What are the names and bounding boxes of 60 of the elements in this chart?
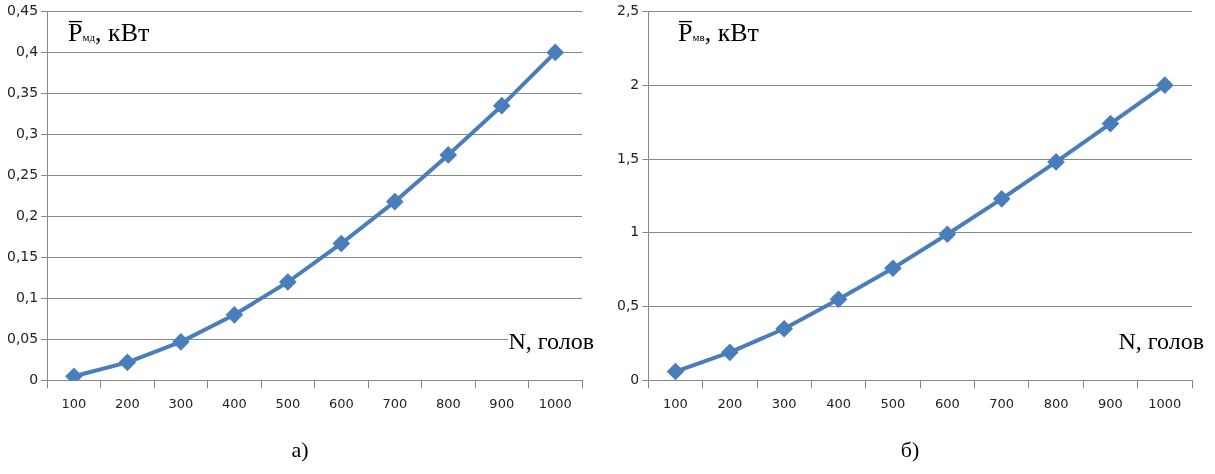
x-tick-label: 100 bbox=[61, 395, 87, 411]
text: б) bbox=[899, 437, 921, 463]
y-tick-label: 0,2 bbox=[15, 207, 39, 224]
y-tick-label: 0,15 bbox=[7, 248, 39, 265]
y-tick-label: 0,1 bbox=[15, 289, 39, 306]
x-tick-label: 200 bbox=[717, 395, 743, 411]
x-tick-label: 500 bbox=[880, 395, 906, 411]
x-tick-label: 800 bbox=[1043, 395, 1069, 411]
y-tick-label: 0,05 bbox=[7, 330, 39, 347]
x-tick-label: 700 bbox=[989, 395, 1015, 411]
point bbox=[1102, 115, 1119, 132]
point bbox=[65, 368, 82, 381]
point bbox=[493, 97, 510, 114]
y-tick-label: 0,4 bbox=[15, 43, 39, 60]
point bbox=[721, 344, 738, 361]
x-axis-title: N, голов bbox=[1118, 328, 1204, 355]
point bbox=[386, 193, 403, 210]
point bbox=[993, 190, 1010, 207]
y-tick-label: 0,35 bbox=[7, 84, 39, 101]
x-tick-label: 800 bbox=[435, 395, 461, 411]
point bbox=[172, 333, 189, 350]
x-tick-label: 1000 bbox=[1148, 395, 1182, 411]
point bbox=[884, 260, 901, 277]
x-tick-label: 600 bbox=[934, 395, 960, 411]
x-tick-label: 1000 bbox=[538, 395, 572, 411]
y-tick-label: 0,5 bbox=[617, 297, 640, 314]
y-tick-label: 1,5 bbox=[617, 149, 640, 166]
y-tick-label: 0,3 bbox=[15, 125, 39, 142]
point bbox=[1048, 153, 1065, 170]
y-tick-label: 0 bbox=[630, 371, 640, 388]
x-tick-label: 200 bbox=[114, 395, 140, 411]
point bbox=[279, 274, 296, 290]
y-tick-label: 0 bbox=[29, 371, 39, 388]
x-axis-title: N, голов bbox=[508, 328, 594, 355]
point bbox=[440, 146, 457, 163]
x-tick-label: 300 bbox=[771, 395, 797, 411]
x-tick-label: 300 bbox=[168, 395, 194, 411]
x-tick-label: 500 bbox=[275, 395, 301, 411]
point bbox=[667, 363, 684, 380]
point bbox=[830, 291, 847, 308]
y-tick-label: 2,5 bbox=[617, 2, 640, 19]
x-tick-label: 700 bbox=[382, 395, 408, 411]
y-tick-label: 1 bbox=[630, 223, 640, 240]
x-tick-label: 900 bbox=[1098, 395, 1123, 411]
x-tick-label: 400 bbox=[826, 395, 851, 411]
x-tick-label: 900 bbox=[489, 395, 515, 411]
point bbox=[547, 44, 564, 61]
y-tick-label: 0,45 bbox=[7, 2, 39, 19]
text: а) bbox=[290, 437, 310, 463]
point bbox=[1156, 77, 1173, 94]
point bbox=[939, 226, 956, 243]
x-tick-label: 100 bbox=[663, 395, 688, 411]
y-tick-label: 2 bbox=[630, 75, 640, 92]
point bbox=[776, 320, 793, 337]
point bbox=[119, 354, 136, 371]
x-tick-label: 600 bbox=[328, 395, 354, 411]
point bbox=[226, 306, 243, 323]
point bbox=[333, 235, 350, 252]
x-tick-label: 400 bbox=[221, 395, 247, 411]
y-tick-label: 0,25 bbox=[7, 166, 39, 183]
